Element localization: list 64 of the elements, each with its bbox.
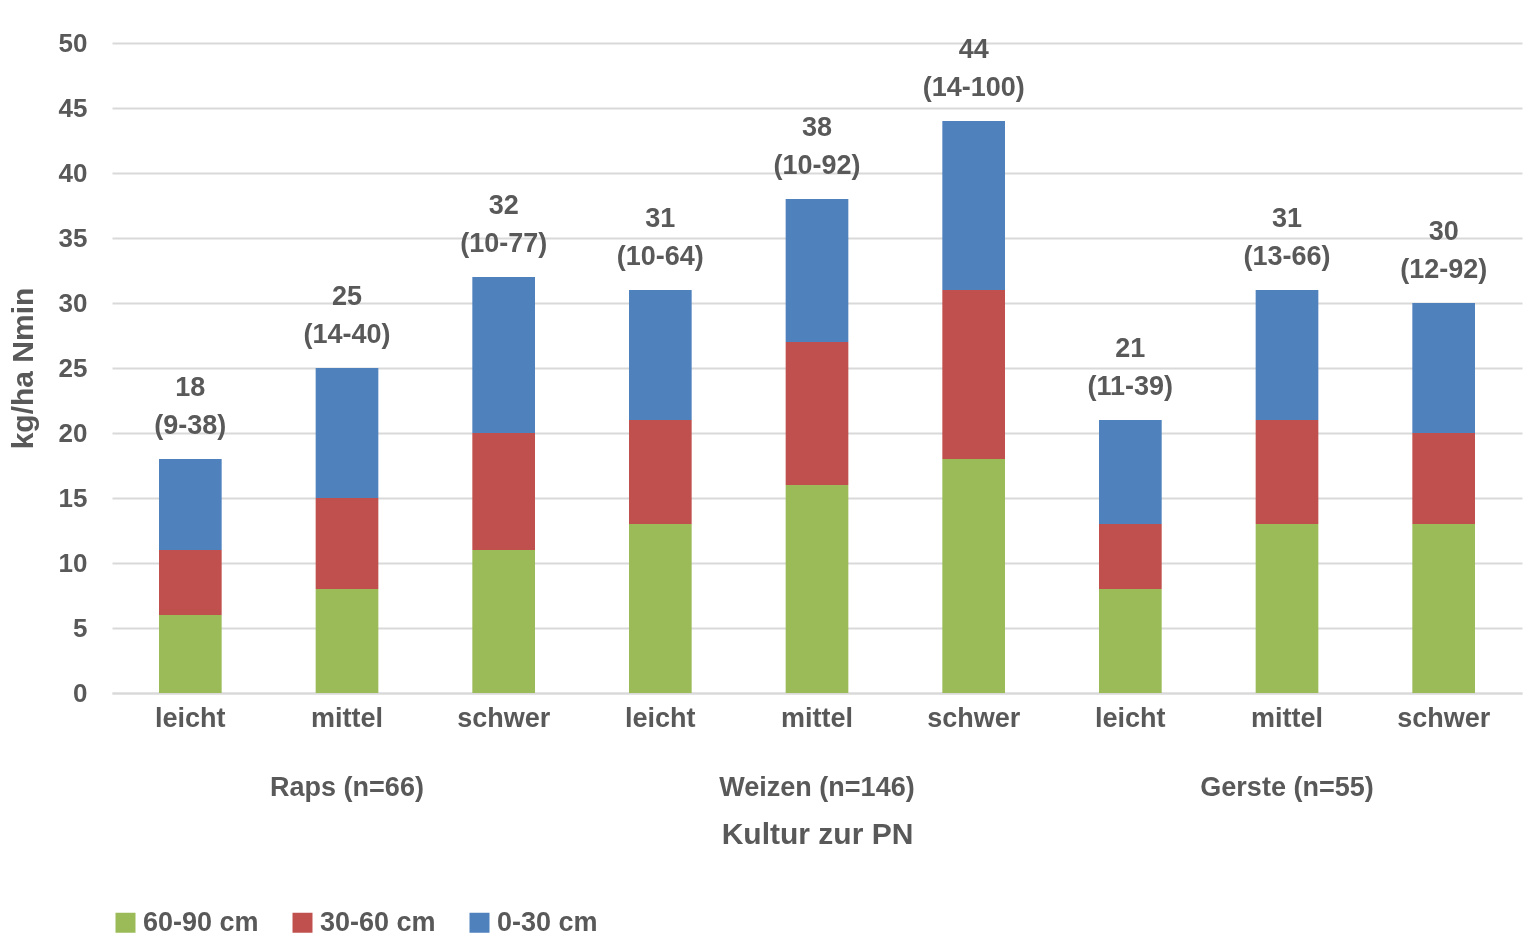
text: Weizen (n=146) [719, 772, 915, 802]
bar [159, 459, 222, 550]
bar [785, 342, 849, 485]
legend-label: 0-30 cm [497, 906, 598, 937]
bar [315, 589, 379, 693]
bar [1099, 589, 1162, 693]
x-tick-label: schwer [1397, 702, 1491, 733]
bar [472, 433, 535, 550]
bar [629, 420, 692, 524]
bar [472, 277, 535, 433]
y-tick-label: 35 [58, 222, 88, 253]
y-tick-label: 5 [73, 612, 88, 643]
x-tick-label: schwer [457, 702, 551, 733]
bar [1412, 524, 1475, 693]
bar [159, 615, 222, 693]
legend-label: 30-60 cm [320, 906, 436, 937]
x-tick-label: mittel [780, 702, 854, 733]
total-label: 18 (9-38) [154, 372, 227, 440]
bar [629, 524, 692, 693]
x-axis-title: Kultur zur PN [721, 816, 914, 850]
bar [942, 459, 1005, 693]
bar [785, 199, 849, 342]
x-tick-label: mittel [310, 702, 384, 733]
bar [785, 485, 849, 693]
y-tick-label: 20 [58, 417, 88, 448]
bar [315, 498, 379, 589]
total-label: 21 (11-39) [1087, 333, 1174, 401]
x-tick-label: leicht [155, 702, 226, 733]
text: Raps (n=66) [270, 772, 424, 802]
bar [1255, 420, 1319, 524]
bar [315, 368, 379, 498]
total-label: 31 (10-64) [616, 203, 704, 271]
y-tick-label: 10 [58, 547, 88, 578]
total-label: 25 (14-40) [303, 281, 391, 349]
bar [629, 290, 692, 420]
bar [159, 550, 222, 615]
bar [1255, 290, 1319, 420]
text: Gerste (n=55) [1200, 772, 1374, 802]
total-label: 38 (10-92) [773, 112, 861, 180]
bar [1255, 524, 1319, 693]
total-label: 32 (10-77) [460, 190, 548, 258]
total-label: 31 (13-66) [1243, 203, 1331, 271]
total-label: 30 (12-92) [1400, 216, 1488, 284]
x-tick-label: leicht [625, 702, 696, 733]
bar [1099, 420, 1162, 524]
bar [1412, 433, 1475, 524]
bar [1412, 303, 1475, 433]
y-tick-label: 15 [58, 482, 88, 513]
y-tick-label: 25 [58, 352, 88, 383]
y-tick-label: 0 [73, 677, 88, 708]
bar [942, 121, 1005, 290]
y-tick-label: 40 [58, 157, 88, 188]
bar [472, 550, 535, 693]
x-tick-label: leicht [1095, 702, 1166, 733]
x-tick-label: schwer [927, 702, 1021, 733]
total-label: 44 (14-100) [922, 34, 1025, 102]
y-tick-label: 45 [58, 92, 88, 123]
y-axis-title: kg/ha Nmin [5, 287, 39, 450]
y-tick-label: 50 [58, 27, 88, 58]
y-tick-label: 30 [58, 287, 88, 318]
legend-label: 60-90 cm [143, 906, 259, 937]
x-tick-label: mittel [1250, 702, 1324, 733]
bar [942, 290, 1005, 459]
bar [1099, 524, 1162, 589]
